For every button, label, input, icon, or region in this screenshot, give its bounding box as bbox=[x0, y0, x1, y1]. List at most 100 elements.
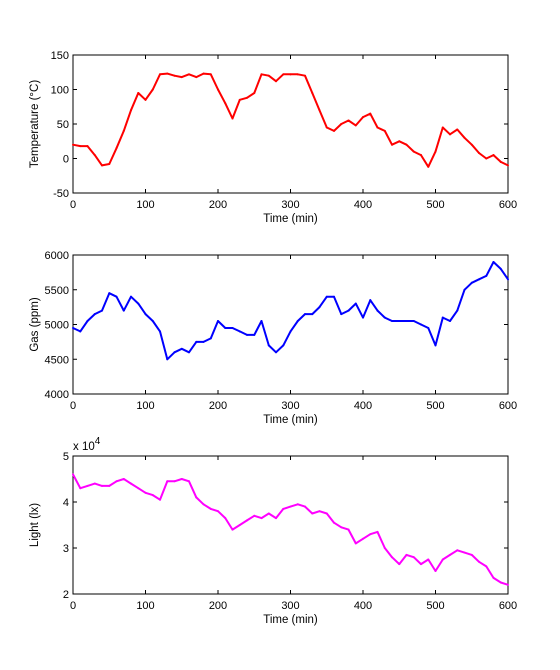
temperature-data-point bbox=[412, 150, 415, 153]
gas-data-point bbox=[449, 320, 451, 323]
light-data-point bbox=[137, 487, 140, 490]
gas-y-tick-label: 5500 bbox=[45, 285, 69, 297]
gas-data-point bbox=[347, 309, 350, 312]
gas-x-tick-label: 100 bbox=[136, 400, 154, 412]
temperature-data-point bbox=[86, 145, 89, 148]
temperature-data-point bbox=[470, 143, 473, 146]
gas-data-point bbox=[101, 309, 103, 312]
light-y-tick-label: 2 bbox=[63, 589, 69, 601]
gas-data-point bbox=[93, 313, 96, 316]
temperature-x-tick-label: 200 bbox=[209, 199, 227, 211]
light-data-point bbox=[246, 519, 248, 522]
gas-data-point bbox=[282, 344, 285, 347]
light-data-point bbox=[224, 517, 227, 520]
light-plot: 0 100 200 300 400 500 600 2 3 4 5 Time (min) Light (… bbox=[29, 436, 517, 626]
temperature-y-tick-label: -50 bbox=[53, 188, 69, 200]
light-data-point bbox=[485, 565, 488, 568]
gas-data-point bbox=[144, 313, 147, 316]
light-data-point bbox=[347, 528, 350, 531]
temperature-data-point bbox=[420, 154, 422, 157]
temperature-x-axis-label: Time (min) bbox=[263, 213, 318, 225]
light-data-point bbox=[173, 480, 176, 483]
temperature-data-point bbox=[166, 72, 169, 75]
gas-data-point bbox=[420, 323, 422, 326]
temperature-data-point bbox=[376, 126, 379, 129]
gas-data-point bbox=[376, 309, 379, 312]
gas-data-point bbox=[267, 344, 270, 347]
gas-data-point bbox=[180, 347, 183, 350]
temperature-y-tick-label: 100 bbox=[51, 85, 69, 97]
gas-y-tick-label: 4000 bbox=[45, 389, 69, 401]
light-data-point bbox=[289, 505, 292, 508]
temperature-data-point bbox=[333, 129, 335, 132]
gas-data-point bbox=[238, 330, 241, 333]
gas-data-point bbox=[86, 320, 89, 323]
gas-data-point bbox=[166, 358, 169, 361]
gas-x-tick-label: 0 bbox=[70, 400, 76, 412]
temperature-data-point bbox=[383, 129, 386, 132]
temperature-data-point bbox=[398, 140, 401, 143]
light-x-tick-label: 100 bbox=[136, 600, 154, 612]
light-data-point bbox=[376, 530, 379, 533]
light-x-axis-label: Time (min) bbox=[263, 614, 318, 626]
gas-data-point bbox=[441, 316, 444, 319]
light-data-point bbox=[166, 480, 169, 483]
gas-data-point bbox=[79, 330, 82, 333]
temperature-data-point bbox=[449, 133, 451, 136]
gas-data-point bbox=[173, 351, 176, 354]
light-y-tick-label: 4 bbox=[63, 497, 69, 509]
gas-data-point bbox=[159, 330, 161, 333]
gas-data-point bbox=[231, 326, 234, 329]
light-data-point bbox=[499, 581, 502, 584]
gas-data-point bbox=[318, 306, 321, 309]
light-data-point bbox=[333, 521, 335, 524]
light-data-point bbox=[449, 553, 451, 556]
gas-data-point bbox=[122, 309, 125, 312]
light-data-point bbox=[354, 542, 357, 545]
temperature-data-point bbox=[325, 126, 328, 129]
light-data-point bbox=[79, 487, 82, 490]
temperature-data-point bbox=[93, 154, 96, 157]
gas-data-point bbox=[412, 320, 415, 323]
gas-x-tick-label: 400 bbox=[354, 400, 372, 412]
light-data-point bbox=[383, 547, 386, 549]
gas-x-axis-label: Time (min) bbox=[263, 414, 318, 426]
light-data-point bbox=[195, 496, 198, 499]
gas-data-point bbox=[137, 302, 140, 305]
temperature-x-tick-label: 0 bbox=[70, 199, 76, 211]
light-x-tick-label: 0 bbox=[70, 600, 76, 612]
light-data-point bbox=[231, 528, 234, 531]
gas-data-point bbox=[362, 316, 364, 319]
light-data-point bbox=[362, 537, 364, 540]
light-data-point bbox=[441, 558, 444, 561]
temperature-data-point bbox=[304, 74, 306, 77]
temperature-data-point bbox=[180, 76, 183, 79]
temperature-data-point bbox=[354, 124, 357, 127]
gas-data-point bbox=[115, 295, 118, 298]
gas-x-tick-label: 600 bbox=[499, 400, 517, 412]
temperature-data-point bbox=[275, 80, 277, 83]
light-data-point bbox=[260, 517, 263, 520]
temperature-axes-box bbox=[72, 54, 509, 194]
gas-data-point bbox=[151, 320, 154, 323]
light-y-tick-label: 5 bbox=[63, 451, 69, 463]
temperature-data-point bbox=[108, 163, 111, 166]
temperature-data-point bbox=[195, 76, 198, 79]
light-data-point bbox=[420, 563, 422, 566]
light-data-point bbox=[340, 526, 343, 529]
light-data-point bbox=[470, 553, 473, 556]
light-data-point bbox=[304, 505, 306, 508]
light-data-point bbox=[144, 491, 147, 494]
light-data-point bbox=[238, 524, 241, 526]
gas-data-point bbox=[478, 278, 480, 281]
light-data-point bbox=[318, 510, 321, 513]
temperature-data-point bbox=[202, 72, 205, 75]
light-data-point bbox=[325, 512, 328, 515]
temperature-data-point bbox=[122, 129, 125, 132]
light-data-point bbox=[159, 498, 161, 501]
light-data-point bbox=[188, 480, 190, 483]
gas-data-point bbox=[492, 260, 495, 263]
temperature-data-point bbox=[478, 151, 480, 154]
gas-data-point bbox=[304, 313, 306, 316]
